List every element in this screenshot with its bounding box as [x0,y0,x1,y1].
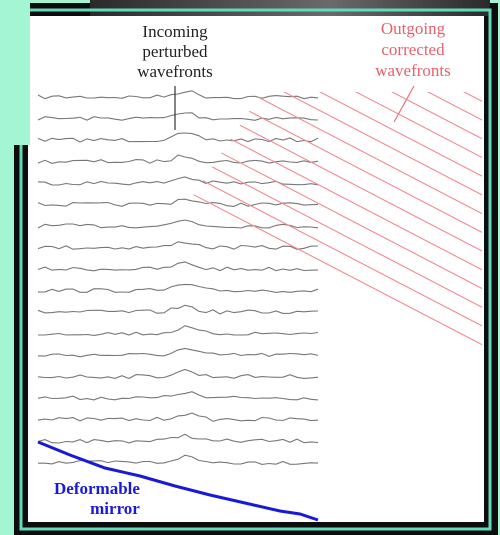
panel [28,16,484,522]
corrected-wavefront [87,92,482,355]
outgoing-label: Outgoing [381,19,446,38]
deformable-mirror [37,440,319,522]
frame-top [90,0,490,16]
wavefront [37,261,319,272]
wavefront [37,283,319,293]
wavefront [37,132,319,143]
mirror-label: mirror [90,499,140,518]
incoming-label: perturbed [142,42,208,61]
corrected-wavefront [40,92,482,355]
wavefront [37,112,319,121]
wavefront [38,325,319,336]
wavefront [37,219,319,229]
frame-border [19,8,492,531]
corner-block [0,0,30,145]
corrected-wavefront [40,92,482,355]
wavefront [37,433,319,444]
outgoing-label: wavefronts [375,61,451,80]
wavefront [37,241,319,250]
wavefront [37,304,319,315]
wavefront [37,412,319,422]
corrected-wavefront [40,92,482,355]
wavefront [37,90,319,100]
corrected-wavefront [40,92,482,355]
mirror-label: Deformable [54,479,140,498]
incoming-label: wavefronts [137,62,213,81]
corrected-wavefront [123,92,482,355]
wavefront [37,391,319,401]
outgoing-arrow [393,85,415,123]
corrected-wavefront [40,92,482,355]
incoming-label: Incoming [142,22,208,41]
outgoing-label: corrected [381,40,445,59]
wavefront [37,154,319,164]
wavefront [37,347,319,358]
wavefront [37,176,319,186]
wavefront [37,198,319,207]
corrected-wavefront [51,92,482,355]
wavefront [37,368,319,380]
